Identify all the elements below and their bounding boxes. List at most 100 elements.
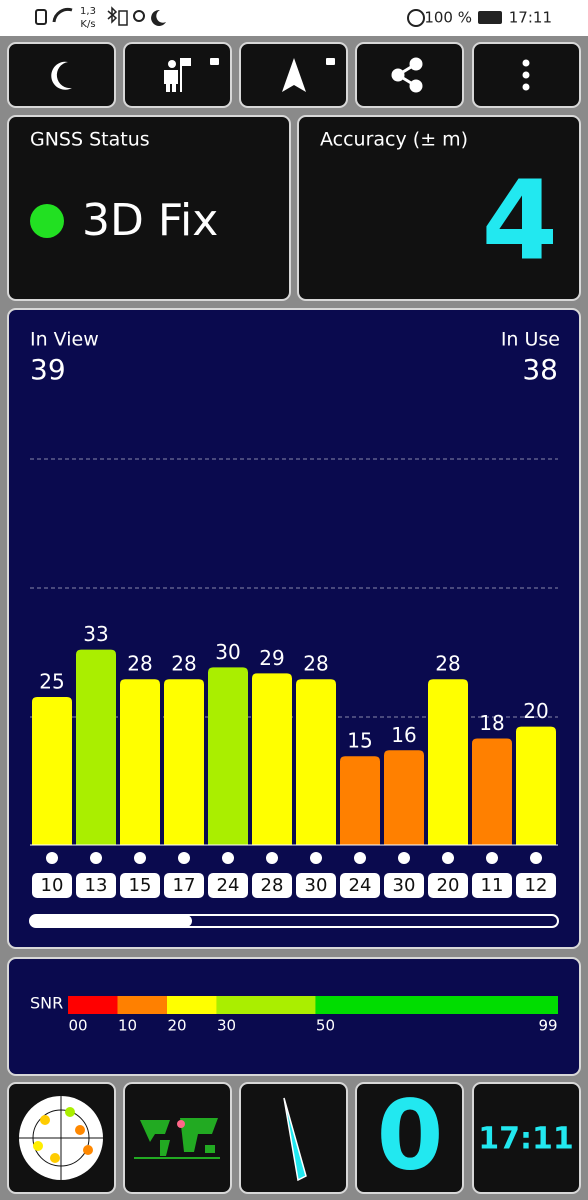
prn-box [76, 873, 116, 898]
prn-box [384, 873, 424, 898]
snr-panel [7, 957, 581, 1076]
prn-label: 10 [41, 875, 64, 896]
snr-tick-label: 99 [538, 1017, 557, 1035]
navigation-icon [282, 58, 306, 92]
vibrate-icon [118, 10, 128, 26]
prn-box [340, 873, 380, 898]
speed-button[interactable] [355, 1082, 464, 1194]
radar-icon [19, 1096, 103, 1180]
wifi-icon [52, 7, 73, 23]
person-flag-icon [164, 58, 219, 92]
prn-label: 15 [129, 875, 152, 896]
bar [32, 697, 72, 845]
compass-needle [283, 1097, 307, 1182]
used-indicator [398, 852, 410, 864]
snr-segment [68, 996, 118, 1014]
used-indicator [46, 852, 58, 864]
prn-box [472, 873, 512, 898]
used-indicator [90, 852, 102, 864]
snr-label: SNR [30, 994, 63, 1013]
prn-label: 17 [173, 875, 196, 896]
value-label: 28 [171, 652, 196, 676]
value-label: 20 [523, 699, 548, 723]
prn-label: 13 [85, 875, 108, 896]
bluetooth-icon [107, 6, 118, 24]
prn-box [428, 873, 468, 898]
world-map-icon [134, 1118, 220, 1159]
value-label: 28 [303, 652, 328, 676]
used-indicator [354, 852, 366, 864]
bar [208, 667, 248, 845]
share-button[interactable] [355, 42, 464, 108]
lock-icon [326, 58, 335, 65]
accuracy-value: 4 [481, 156, 558, 284]
bar [164, 679, 204, 845]
prn-label: 24 [349, 875, 372, 896]
prn-label: 30 [393, 875, 416, 896]
used-indicator [222, 852, 234, 864]
snr-segment [315, 996, 558, 1014]
snr-tick-label: 00 [68, 1017, 87, 1035]
speed-value: 0 [377, 1079, 444, 1191]
value-label: 25 [39, 670, 64, 694]
prn-label: 30 [305, 875, 328, 896]
bar [384, 750, 424, 845]
in-view-label: In View [30, 329, 99, 351]
prn-box [516, 873, 556, 898]
bar [340, 756, 380, 845]
value-label: 28 [127, 652, 152, 676]
night-mode-button[interactable] [7, 42, 116, 108]
snr-tick-label: 30 [217, 1017, 236, 1035]
used-indicator [178, 852, 190, 864]
bar [76, 649, 116, 845]
bar [472, 738, 512, 845]
used-indicator [134, 852, 146, 864]
menu-icon [522, 59, 530, 91]
snr-tick-label: 50 [316, 1017, 335, 1035]
battery-percent: 100 % [424, 9, 472, 27]
clock: 17:11 [509, 9, 552, 27]
prn-label: 11 [481, 875, 504, 896]
moon-icon [151, 9, 166, 26]
used-indicator [530, 852, 542, 864]
map-button[interactable] [123, 1082, 232, 1194]
bar [252, 673, 292, 845]
moon-icon [51, 61, 72, 90]
notification-icon [35, 9, 47, 25]
fix-indicator [30, 204, 64, 238]
prn-label: 28 [261, 875, 284, 896]
value-label: 33 [83, 622, 108, 646]
scrollbar-thumb[interactable] [30, 915, 192, 927]
accuracy-panel [297, 115, 581, 301]
snr-segment [216, 996, 316, 1014]
prn-box [208, 873, 248, 898]
used-indicator [266, 852, 278, 864]
prn-box [164, 873, 204, 898]
value-label: 16 [391, 723, 416, 747]
fix-status: 3D Fix [82, 195, 218, 246]
gnss-status-title: GNSS Status [30, 129, 150, 151]
snr-tick-label: 10 [118, 1017, 137, 1035]
gnss-status-panel [7, 115, 291, 301]
in-use-count: 38 [522, 353, 558, 386]
clock-button[interactable] [472, 1082, 581, 1194]
bar [296, 679, 336, 845]
value-label: 30 [215, 640, 240, 664]
accuracy-title: Accuracy (± m) [320, 129, 468, 151]
network-speed-unit: K/s [80, 19, 95, 30]
used-indicator [442, 852, 454, 864]
prn-box [120, 873, 160, 898]
snr-segment [166, 996, 217, 1014]
snr-tick-label: 20 [167, 1017, 186, 1035]
prn-box [32, 873, 72, 898]
used-indicator [310, 852, 322, 864]
prn-box [296, 873, 336, 898]
share-icon [391, 57, 423, 93]
bar [428, 679, 468, 845]
prn-label: 20 [437, 875, 460, 896]
bar [516, 726, 556, 845]
prn-label: 12 [525, 875, 548, 896]
speed-icon [407, 9, 425, 27]
prn-label: 24 [217, 875, 240, 896]
